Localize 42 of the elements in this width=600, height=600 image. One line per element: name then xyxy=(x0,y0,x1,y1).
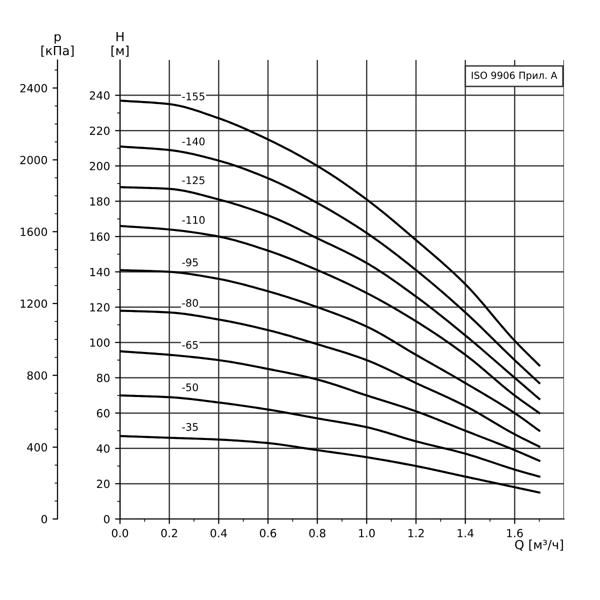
x-tick-label: 0.6 xyxy=(260,528,276,538)
series-label: -65 xyxy=(182,340,198,349)
x-tick-label: 1.4 xyxy=(458,529,474,538)
series-label: -110 xyxy=(182,216,205,224)
y2-tick-label: 2000 xyxy=(20,156,48,164)
y-tick-label: 180 xyxy=(90,197,110,206)
y2-tick-label: 2400 xyxy=(20,84,48,92)
y-tick-label: 220 xyxy=(90,126,110,135)
series-label: -155 xyxy=(182,92,204,100)
y-axis-title: H [м] xyxy=(111,32,129,57)
x-tick-label: 0.8 xyxy=(309,528,326,538)
y-tick-label: 140 xyxy=(90,268,110,276)
series-label: -50 xyxy=(182,383,198,392)
y2-axis-title: p [кПа] xyxy=(41,34,74,57)
series-label: -125 xyxy=(182,176,204,184)
y-tick-label: 100 xyxy=(90,338,110,347)
y2-tick-label: 1600 xyxy=(20,228,48,236)
y-tick-label: 40 xyxy=(96,444,110,453)
y2-tick-label: 400 xyxy=(27,443,48,452)
annotation: ISO 9906 Прил. A xyxy=(472,72,558,81)
y-tick-label: 20 xyxy=(96,480,110,488)
x-tick-label: 0.2 xyxy=(161,528,178,538)
y-tick-label: 80 xyxy=(96,374,110,382)
y2-tick-label: 800 xyxy=(27,371,48,380)
series-label: -35 xyxy=(182,423,198,431)
x-tick-label: 0.0 xyxy=(112,528,128,538)
y-tick-label: 160 xyxy=(90,232,110,241)
y-tick-label: 240 xyxy=(90,91,110,100)
x-tick-label: 0.4 xyxy=(210,528,227,538)
series-label: -140 xyxy=(182,137,205,146)
x-tick-label: 1.0 xyxy=(359,528,375,538)
series-label: -95 xyxy=(182,258,198,266)
x-axis-title: Q [м³/ч] xyxy=(515,540,563,551)
series-label: -80 xyxy=(182,299,198,307)
y2-tick-label: 1200 xyxy=(20,299,48,308)
y-tick-label: 120 xyxy=(90,303,110,312)
y-tick-label: 0 xyxy=(104,514,110,524)
x-tick-label: 1.2 xyxy=(408,528,424,538)
y-tick-label: 60 xyxy=(96,409,110,418)
y-tick-label: 200 xyxy=(90,162,110,170)
y2-tick-label: 0 xyxy=(41,514,48,524)
x-tick-label: 1.6 xyxy=(507,528,523,538)
